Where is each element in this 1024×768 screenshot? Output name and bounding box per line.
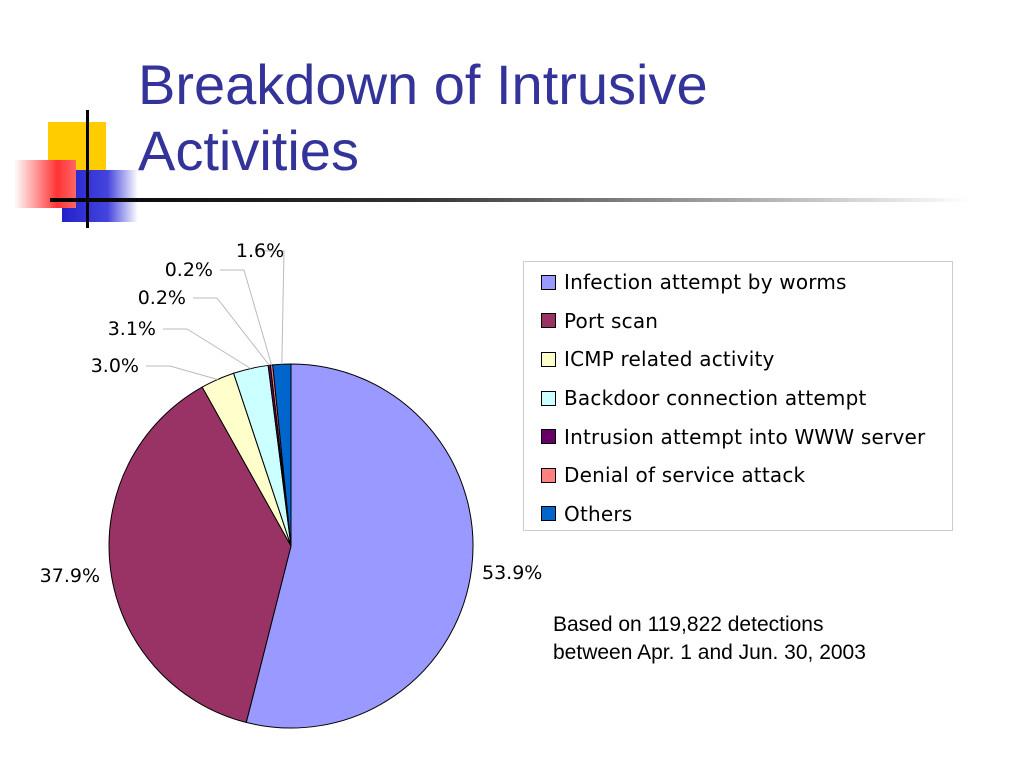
- chart-legend: Infection attempt by worms Port scan ICMP …: [523, 261, 953, 531]
- data-label-6: 0.2%: [165, 259, 213, 281]
- legend-label: ICMP related activity: [564, 347, 775, 372]
- legend-swatch: [541, 390, 556, 406]
- legend-swatch: [541, 429, 556, 445]
- legend-item-6: Denial of service attack: [524, 456, 952, 495]
- leader-line-3: [146, 365, 218, 380]
- data-label-1: 53.9%: [482, 562, 542, 584]
- legend-item-5: Intrusion attempt into WWW server: [524, 417, 952, 456]
- data-label-3: 3.0%: [91, 355, 139, 377]
- legend-swatch: [541, 467, 556, 483]
- detection-note: Based on 119,822 detections between Apr.…: [553, 611, 866, 667]
- title-line-2: Activities: [138, 119, 359, 182]
- title-divider: [50, 198, 970, 202]
- legend-item-1: Infection attempt by worms: [524, 263, 952, 302]
- legend-label: Backdoor connection attempt: [564, 386, 867, 411]
- legend-swatch: [541, 506, 556, 522]
- legend-label: Others: [564, 501, 633, 526]
- pie-slice-1: [245, 363, 474, 729]
- data-label-7: 1.6%: [236, 240, 284, 262]
- note-line-2: between Apr. 1 and Jun. 30, 2003: [553, 641, 866, 664]
- pie-slice-7: [272, 363, 292, 547]
- legend-swatch: [541, 274, 556, 290]
- data-label-4: 3.1%: [108, 318, 156, 340]
- legend-label: Port scan: [564, 308, 659, 333]
- leader-line-4: [163, 328, 251, 369]
- legend-item-7: Others: [524, 495, 952, 534]
- legend-label: Denial of service attack: [564, 463, 806, 488]
- note-line-1: Based on 119,822 detections: [553, 613, 824, 636]
- legend-label: Infection attempt by worms: [564, 270, 847, 295]
- legend-item-4: Backdoor connection attempt: [524, 379, 952, 418]
- legend-label: Intrusion attempt into WWW server: [564, 424, 926, 449]
- legend-item-2: Port scan: [524, 302, 952, 341]
- leader-line-5: [193, 297, 270, 366]
- leader-line-7: [260, 250, 285, 365]
- legend-swatch: [541, 313, 556, 329]
- leader-line-6: [220, 269, 273, 366]
- legend-item-3: ICMP related activity: [524, 340, 952, 379]
- title-line-1: Breakdown of Intrusive: [138, 53, 708, 116]
- data-label-2: 37.9%: [40, 565, 100, 587]
- decorative-squares: [0, 100, 180, 230]
- slide-title: Breakdown of Intrusive Activities: [138, 52, 708, 184]
- legend-swatch: [541, 351, 556, 367]
- pie-slice-2: [108, 386, 292, 724]
- pie-chart: 53.9% 37.9% 3.0% 3.1% 0.2% 0.2% 1.6%: [40, 240, 542, 729]
- data-label-5: 0.2%: [138, 287, 186, 309]
